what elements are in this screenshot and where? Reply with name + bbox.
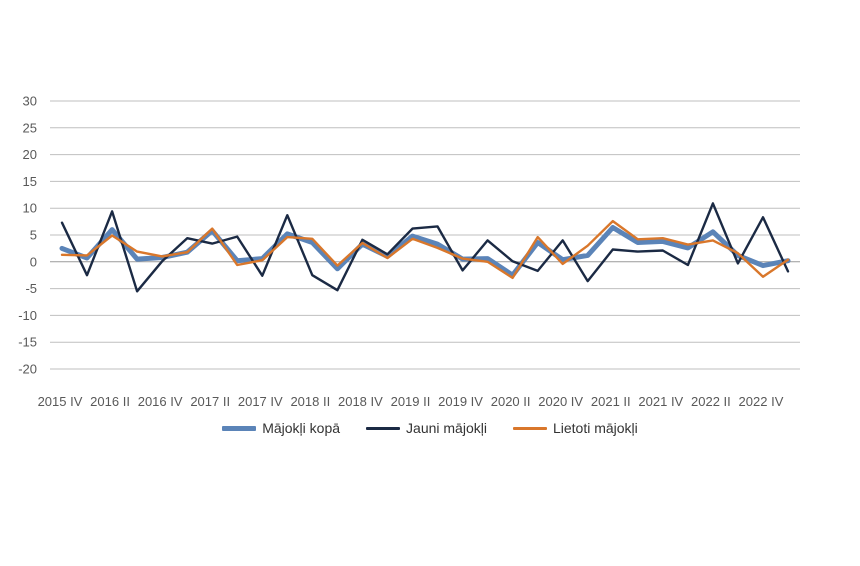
y-tick-label: -5 [25,281,37,296]
legend-label-jauni-majokli: Jauni mājokļi [406,420,487,436]
y-tick-label: -15 [18,335,37,350]
y-tick-label: -20 [18,362,37,377]
x-tick-label: 2016 IV [138,394,183,409]
legend-swatch-majokli-kopa [222,425,257,431]
legend-item-lietoti-majokli: Lietoti mājokļi [512,420,638,436]
legend-label-majokli-kopa: Mājokļi kopā [262,420,341,436]
y-tick-label: 0 [30,254,37,269]
series-line-1 [60,202,790,293]
y-tick-label: 15 [23,174,37,189]
y-axis-tick-labels: 30 25 20 15 10 5 0 -5 -10 -15 -20 [18,94,37,377]
x-tick-label: 2021 IV [638,394,683,409]
x-axis-tick-labels: 2015 IV 2016 II 2016 IV 2017 II 2017 IV 2018 … [38,394,784,409]
y-tick-label: 10 [23,201,37,216]
x-tick-label: 2022 IV [739,394,784,409]
x-tick-label: 2022 II [691,394,731,409]
legend: Mājokļi kopā Jauni mājokļi Lietoti mājok… [0,420,860,436]
x-tick-label: 2019 IV [438,394,483,409]
legend-item-jauni-majokli: Jauni mājokļi [366,420,487,436]
x-tick-label: 2020 II [491,394,531,409]
legend-swatch-jauni-majokli [366,426,401,430]
legend-item-majokli-kopa: Mājokļi kopā [222,420,340,436]
legend-swatch-lietoti-majokli [512,426,547,430]
y-tick-label: 25 [23,120,37,135]
gridlines [50,100,800,370]
y-tick-label: 30 [23,94,37,109]
y-tick-label: 20 [23,147,37,162]
series-line-2 [60,219,790,280]
series-lines [59,202,791,293]
x-tick-label: 2017 IV [238,394,283,409]
x-tick-label: 2019 II [391,394,431,409]
x-tick-label: 2020 IV [538,394,583,409]
x-tick-label: 2015 IV [38,394,83,409]
y-tick-label: -10 [18,308,37,323]
x-tick-label: 2018 IV [338,394,383,409]
x-tick-label: 2017 II [190,394,230,409]
x-tick-label: 2016 II [90,394,130,409]
y-tick-label: 5 [30,228,37,243]
x-tick-label: 2021 II [591,394,631,409]
legend-label-lietoti-majokli: Lietoti mājokļi [552,420,638,436]
x-tick-label: 2018 II [290,394,330,409]
